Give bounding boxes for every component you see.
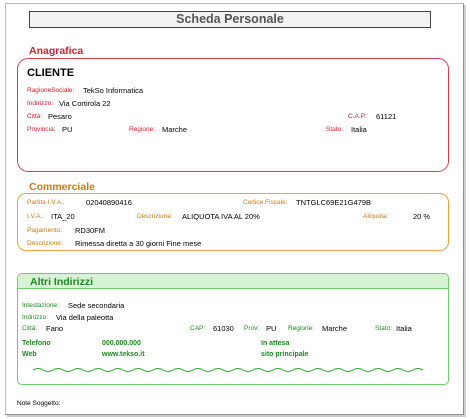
- cap-value: 61121: [376, 112, 397, 121]
- page-title: Scheda Personale: [29, 11, 431, 28]
- altri-regione-label: Regione:: [288, 325, 315, 332]
- sito-description: sito principale: [261, 351, 309, 358]
- citta-value: Pesaro: [48, 112, 72, 121]
- descrizione-pagamento-value: Rimessa diretta a 30 giorni Fine mese: [75, 239, 202, 248]
- cap-label: C.A.P.:: [348, 113, 368, 120]
- altri-indirizzo-label: Indirizzo:: [22, 314, 49, 321]
- indirizzo-value: Via Cortirola 22: [59, 99, 111, 108]
- altri-prov-value: PU: [266, 324, 277, 333]
- ragione-sociale-label: RagioneSociale:: [27, 87, 75, 94]
- iva-value: ITA_20: [51, 212, 75, 221]
- descrizione-pagamento-label: Descrizione:: [27, 240, 63, 247]
- web-link[interactable]: www.tekso.it: [102, 351, 145, 358]
- partita-iva-value: 02040890416: [86, 198, 132, 207]
- anagrafica-section-title: Anagrafica: [29, 45, 84, 57]
- anagrafica-box: [17, 58, 449, 172]
- pagamento-value: RD30FM: [75, 226, 106, 235]
- citta-label: Città:: [27, 113, 43, 120]
- regione-value: Marche: [162, 125, 188, 134]
- cliente-heading: CLIENTE: [27, 67, 75, 79]
- wave-divider: [33, 368, 423, 372]
- intestazione-label: Intestazione:: [22, 302, 59, 309]
- note-soggetto-label: Note Soggetto:: [17, 400, 61, 407]
- aliquota-value: 20 %: [413, 212, 431, 221]
- altri-indirizzo-value: Via della paleotta: [56, 313, 114, 322]
- intestazione-value: Sede secondaria: [68, 301, 125, 310]
- codice-fiscale-label: Codice Fiscale:: [243, 199, 288, 206]
- personal-sheet-page: [5, 3, 464, 415]
- altri-citta-label: Città:: [22, 325, 38, 332]
- indirizzo-label: Indirizzo:: [27, 100, 54, 107]
- altri-indirizzi-header: [18, 274, 448, 289]
- altri-indirizzi-box: [17, 273, 449, 385]
- altri-stato-label: Stato:: [375, 325, 392, 332]
- altri-citta-value: Fano: [46, 324, 64, 333]
- telefono-label: Telefono: [22, 340, 51, 347]
- provincia-value: PU: [62, 125, 73, 134]
- altri-cap-value: 61030: [213, 324, 234, 333]
- provincia-label: Provincia:: [27, 126, 56, 133]
- altri-prov-label: Prov:: [244, 325, 260, 332]
- stato-label: Stato:: [326, 126, 343, 133]
- altri-indirizzi-section-title: Altri Indirizzi: [30, 276, 93, 288]
- iva-label: I.V.A.:: [27, 213, 45, 220]
- web-label: Web: [22, 351, 37, 358]
- stato-value: Italia: [351, 125, 367, 134]
- altri-cap-label: CAP:: [190, 325, 206, 332]
- descrizione-iva-value: ALIQUOTA IVA AL 20%: [182, 212, 260, 221]
- telefono-value: 000.000.000: [102, 340, 141, 347]
- partita-iva-label: Partita I.V.A.:: [27, 199, 65, 206]
- commerciale-box: [17, 193, 449, 251]
- aliquota-label: Aliquota:: [363, 213, 389, 220]
- codice-fiscale-value: TNTGLC69E21G479B: [296, 198, 372, 207]
- regione-label: Regione:: [129, 126, 156, 133]
- ragione-sociale-value: TekSo Informatica: [83, 86, 144, 95]
- descrizione-iva-label: Descrizione:: [137, 213, 173, 220]
- altri-stato-value: Italia: [396, 324, 412, 333]
- stato-attesa: In attesa: [261, 340, 290, 347]
- commerciale-section-title: Commerciale: [29, 181, 95, 193]
- pagamento-label: Pagamento:: [27, 227, 63, 234]
- altri-regione-value: Marche: [322, 324, 348, 333]
